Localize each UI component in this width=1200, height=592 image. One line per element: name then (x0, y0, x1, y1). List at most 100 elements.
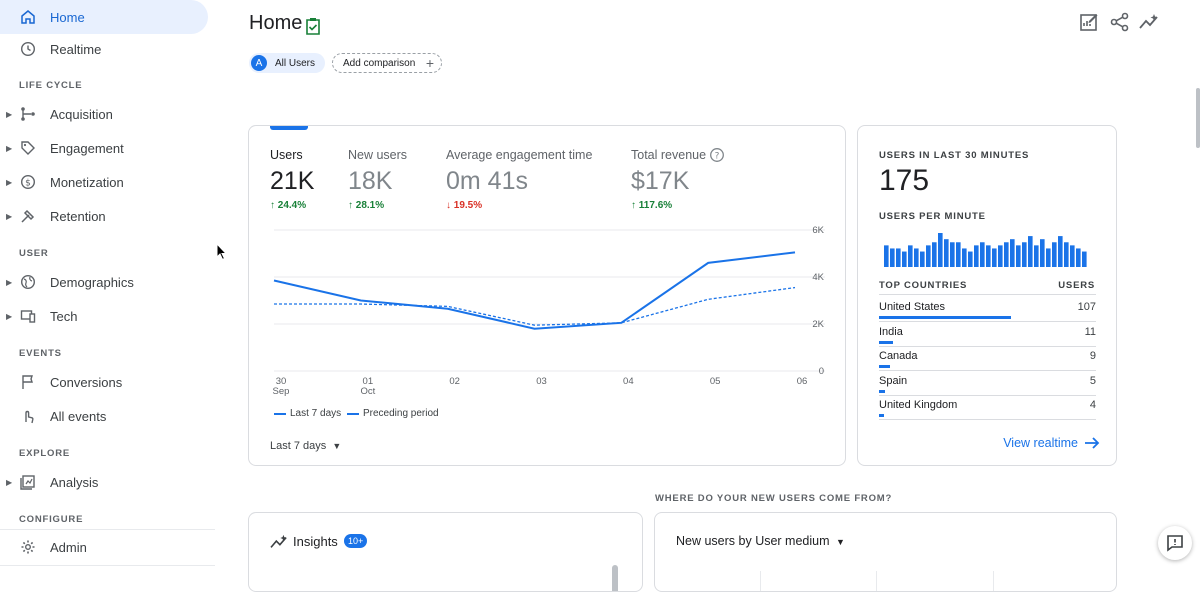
sidebar-item-home[interactable]: Home (0, 0, 208, 34)
country-row: United States 107 (879, 298, 1096, 322)
sidebar-item-label: Tech (50, 308, 78, 324)
per-minute-bar (986, 245, 991, 267)
per-minute-bar (884, 245, 889, 267)
sidebar-item-label: All events (50, 408, 107, 424)
metric-tab-revenue[interactable]: Total revenue $17K ↑ 117.6% (631, 148, 706, 211)
insights-trend-icon[interactable] (1139, 12, 1159, 32)
metric-value: $17K (631, 167, 690, 195)
country-row: India 11 (879, 323, 1096, 347)
metric-change: ↑ 24.4% (270, 200, 307, 211)
metric-label: Total revenue (631, 148, 707, 162)
per-minute-bar (1064, 242, 1069, 267)
share-icon[interactable] (1110, 12, 1130, 32)
add-comparison-button[interactable]: Add comparison + (332, 53, 442, 73)
per-minute-bar (956, 242, 961, 267)
dropdown-caret-icon: ▼ (836, 537, 845, 547)
metric-label: New users (348, 148, 408, 162)
realtime-card: USERS IN LAST 30 MINUTES 175 USERS PER M… (857, 125, 1117, 466)
per-minute-bar (890, 248, 895, 267)
country-row: Canada 9 (879, 347, 1096, 372)
sidebar-item-label: Conversions (50, 374, 123, 390)
metric-value: 0m 41s (446, 167, 528, 195)
country-share-bar (879, 316, 1011, 319)
legend-previous: Preceding period (347, 408, 439, 419)
legend-current: Last 7 days (274, 408, 341, 419)
new-users-dropdown[interactable]: New users by User medium ▼ (676, 534, 845, 548)
users-per-minute-label: USERS PER MINUTE (879, 211, 986, 222)
realtime-users-value: 175 (879, 164, 930, 197)
help-icon[interactable]: ? (709, 147, 725, 163)
y-tick-label: 0 (819, 366, 824, 377)
divider (879, 294, 1096, 295)
view-realtime-link[interactable]: View realtime (1003, 436, 1100, 450)
series-line-preceding-period (274, 286, 796, 326)
segment-chip-all-users[interactable]: A All Users (249, 53, 325, 73)
sidebar: Home Realtime LIFE CYCLE ▶ Acquisition ▶… (0, 0, 215, 580)
top-countries-header: TOP COUNTRIES (879, 280, 968, 291)
feedback-button[interactable] (1158, 526, 1192, 560)
y-tick-label: 4K (812, 272, 824, 283)
gear-icon (21, 540, 35, 554)
y-tick-label: 2K (812, 319, 824, 330)
per-minute-bar (932, 242, 937, 267)
country-share-bar (879, 365, 891, 369)
sidebar-item-label: Engagement (50, 140, 124, 156)
per-minute-bar (1022, 242, 1027, 267)
insights-scrollbar[interactable] (612, 565, 618, 591)
country-row: Spain 5 (879, 372, 1096, 396)
metric-tab-new-users[interactable]: New users 18K ↑ 28.1% (348, 148, 407, 211)
expand-caret-icon[interactable]: ▶ (6, 109, 13, 119)
per-minute-bar (1070, 245, 1075, 267)
expand-caret-icon[interactable]: ▶ (6, 177, 13, 187)
section-explore: EXPLORE (19, 448, 70, 459)
per-minute-bar (968, 251, 973, 267)
expand-caret-icon[interactable]: ▶ (6, 211, 13, 221)
section-lifecycle: LIFE CYCLE (19, 80, 83, 91)
add-comparison-label: Add comparison (343, 57, 416, 69)
legend-swatch-dashed (347, 412, 359, 415)
country-users: 5 (1089, 374, 1096, 387)
analysis-icon (20, 475, 35, 490)
expand-caret-icon[interactable]: ▶ (6, 143, 13, 153)
metric-tab-users[interactable]: Users 21K ↑ 24.4% (270, 148, 314, 211)
per-minute-bar (1040, 239, 1045, 267)
globe-icon (20, 274, 36, 290)
per-minute-bar (920, 251, 925, 267)
expand-caret-icon[interactable]: ▶ (6, 477, 13, 487)
country-share-bar (879, 389, 886, 393)
country-share-bar (879, 414, 884, 418)
sidebar-item-label: Realtime (50, 41, 102, 57)
page-scrollbar[interactable] (1196, 88, 1200, 148)
metric-label: Average engagement time (446, 148, 593, 162)
metric-label: Users (270, 148, 303, 162)
per-minute-bar (1010, 239, 1015, 267)
country-users: 4 (1089, 399, 1096, 412)
customize-report-icon[interactable] (1079, 12, 1099, 32)
new-users-question: WHERE DO YOUR NEW USERS COME FROM? (655, 493, 893, 504)
per-minute-bar (938, 233, 943, 267)
section-events: EVENTS (19, 348, 62, 359)
sidebar-item-label: Monetization (50, 174, 124, 190)
metric-value: 21K (270, 167, 315, 195)
per-minute-bar (998, 245, 1003, 267)
sidebar-item-label: Acquisition (50, 106, 113, 122)
per-minute-bar (974, 245, 979, 267)
new-users-card: New users by User medium ▼ (654, 512, 1117, 592)
view-realtime-label: View realtime (1003, 436, 1078, 450)
expand-caret-icon[interactable]: ▶ (6, 277, 13, 287)
sidebar-item-label: Retention (50, 208, 106, 224)
x-tick-label: 03 (536, 376, 547, 387)
x-tick-sublabel: Oct (360, 386, 375, 397)
expand-caret-icon[interactable]: ▶ (6, 311, 13, 321)
per-minute-bar (1016, 245, 1021, 267)
metric-tab-engagement-time[interactable]: Average engagement time 0m 41s ↓ 19.5% (446, 148, 592, 211)
metrics-card: Users 21K ↑ 24.4% New users 18K ↑ 28.1% … (248, 125, 846, 466)
sidebar-item-label: Analysis (50, 474, 99, 490)
per-minute-bar (1004, 242, 1009, 267)
segment-chip-label: All Users (275, 57, 316, 69)
dollar-circle-icon: $ (20, 174, 36, 190)
date-range-dropdown[interactable]: Last 7 days ▼ (270, 440, 341, 452)
new-users-title: New users by User medium (676, 534, 830, 548)
arrow-right-icon (1085, 437, 1100, 449)
